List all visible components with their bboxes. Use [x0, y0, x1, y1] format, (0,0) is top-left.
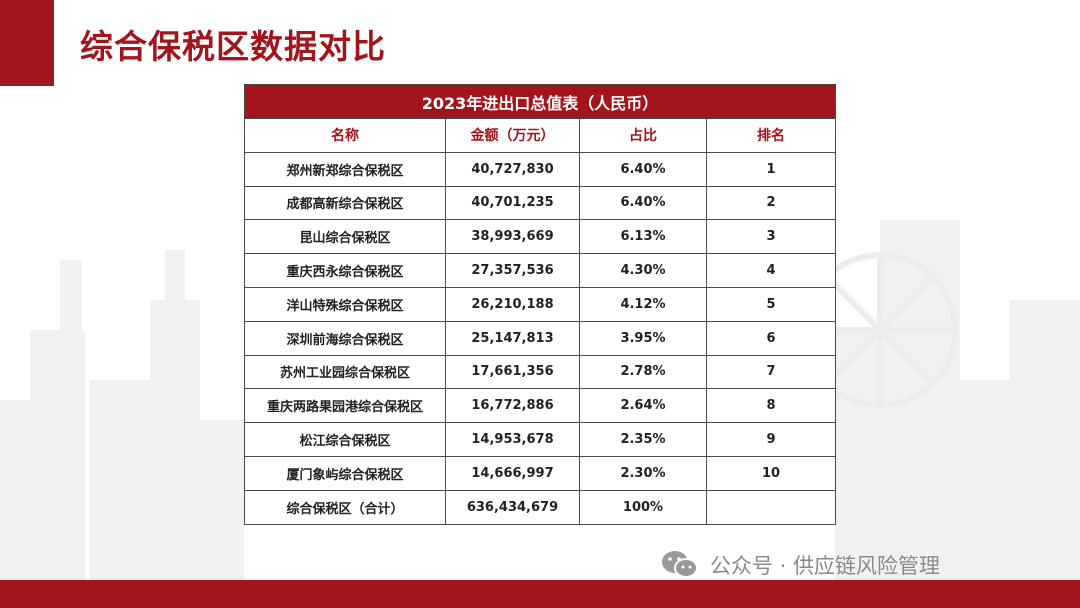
watermark: 公众号 · 供应链风险管理 — [660, 548, 940, 582]
share-cell: 100% — [579, 489, 707, 525]
zone-name-cell: 深圳前海综合保税区 — [244, 320, 446, 356]
table-row: 深圳前海综合保税区 25,147,813 3.95% 6 — [244, 320, 837, 356]
table-header-row: 名称 金额（万元） 占比 排名 — [244, 118, 837, 153]
title-accent-block — [0, 0, 54, 86]
share-cell: 2.78% — [579, 354, 707, 390]
slide-title: 综合保税区数据对比 — [80, 27, 386, 66]
table-row: 重庆西永综合保税区 27,357,536 4.30% 4 — [244, 253, 837, 288]
table-row: 综合保税区（合计） 636,434,679 100% — [244, 489, 837, 525]
table-row: 洋山特殊综合保税区 26,210,188 4.12% 5 — [244, 286, 837, 322]
share-cell: 4.12% — [579, 286, 707, 322]
zone-name-cell: 重庆西永综合保税区 — [244, 253, 446, 288]
column-header: 金额（万元） — [445, 118, 580, 153]
amount-cell: 40,701,235 — [445, 185, 580, 221]
table-row: 郑州新郑综合保税区 40,727,830 6.40% 1 — [244, 151, 837, 187]
rank-cell: 1 — [705, 151, 837, 187]
amount-cell: 16,772,886 — [445, 388, 580, 424]
rank-cell: 7 — [705, 354, 837, 390]
share-cell: 6.40% — [579, 151, 707, 187]
zone-name-cell: 昆山综合保税区 — [244, 219, 446, 255]
rank-cell: 5 — [705, 286, 837, 322]
amount-cell: 14,953,678 — [445, 422, 580, 457]
wechat-icon — [662, 551, 698, 578]
table-row: 苏州工业园综合保税区 17,661,356 2.78% 7 — [244, 354, 837, 390]
column-header: 名称 — [244, 118, 446, 153]
zone-name-cell: 洋山特殊综合保税区 — [244, 286, 446, 322]
share-cell: 2.35% — [579, 422, 707, 457]
table-row: 成都高新综合保税区 40,701,235 6.40% 2 — [244, 185, 837, 221]
amount-cell: 25,147,813 — [445, 320, 580, 356]
zone-name-cell: 苏州工业园综合保税区 — [244, 354, 446, 390]
zone-name-cell: 松江综合保税区 — [244, 422, 446, 457]
table-caption: 2023年进出口总值表（人民币） — [243, 84, 837, 119]
amount-cell: 27,357,536 — [445, 253, 580, 288]
share-cell: 6.40% — [579, 185, 707, 221]
watermark-text: 公众号 · 供应链风险管理 — [710, 554, 941, 578]
amount-cell: 40,727,830 — [445, 151, 580, 187]
column-header: 占比 — [579, 118, 707, 153]
share-cell: 3.95% — [579, 320, 707, 356]
table-row: 昆山综合保税区 38,993,669 6.13% 3 — [244, 219, 837, 255]
column-header: 排名 — [705, 118, 837, 153]
rank-cell: 3 — [705, 219, 837, 255]
amount-cell: 26,210,188 — [445, 286, 580, 322]
rank-cell: 10 — [705, 455, 837, 491]
amount-cell: 636,434,679 — [445, 489, 580, 525]
zone-name-cell: 郑州新郑综合保税区 — [244, 151, 446, 187]
table-row: 厦门象屿综合保税区 14,666,997 2.30% 10 — [244, 455, 837, 491]
rank-cell: 9 — [705, 422, 837, 457]
zone-name-cell: 重庆两路果园港综合保税区 — [244, 388, 446, 424]
share-cell: 6.13% — [579, 219, 707, 255]
rank-cell: 2 — [705, 185, 837, 221]
zone-name-cell: 成都高新综合保税区 — [244, 185, 446, 221]
footer-bar — [0, 580, 1080, 608]
share-cell: 2.64% — [579, 388, 707, 424]
rank-cell: 8 — [705, 388, 837, 424]
table-row: 松江综合保税区 14,953,678 2.35% 9 — [244, 422, 837, 457]
zone-name-cell: 厦门象屿综合保税区 — [244, 455, 446, 491]
amount-cell: 14,666,997 — [445, 455, 580, 491]
share-cell: 4.30% — [579, 253, 707, 288]
import-export-table: 2023年进出口总值表（人民币） 名称 金额（万元） 占比 排名 郑州新郑综合保税区 4… — [243, 84, 837, 525]
rank-cell: 4 — [705, 253, 837, 288]
zone-name-cell: 综合保税区（合计） — [244, 489, 446, 525]
share-cell: 2.30% — [579, 455, 707, 491]
rank-cell — [705, 489, 837, 525]
table-row: 重庆两路果园港综合保税区 16,772,886 2.64% 8 — [244, 388, 837, 424]
rank-cell: 6 — [705, 320, 837, 356]
amount-cell: 17,661,356 — [445, 354, 580, 390]
amount-cell: 38,993,669 — [445, 219, 580, 255]
